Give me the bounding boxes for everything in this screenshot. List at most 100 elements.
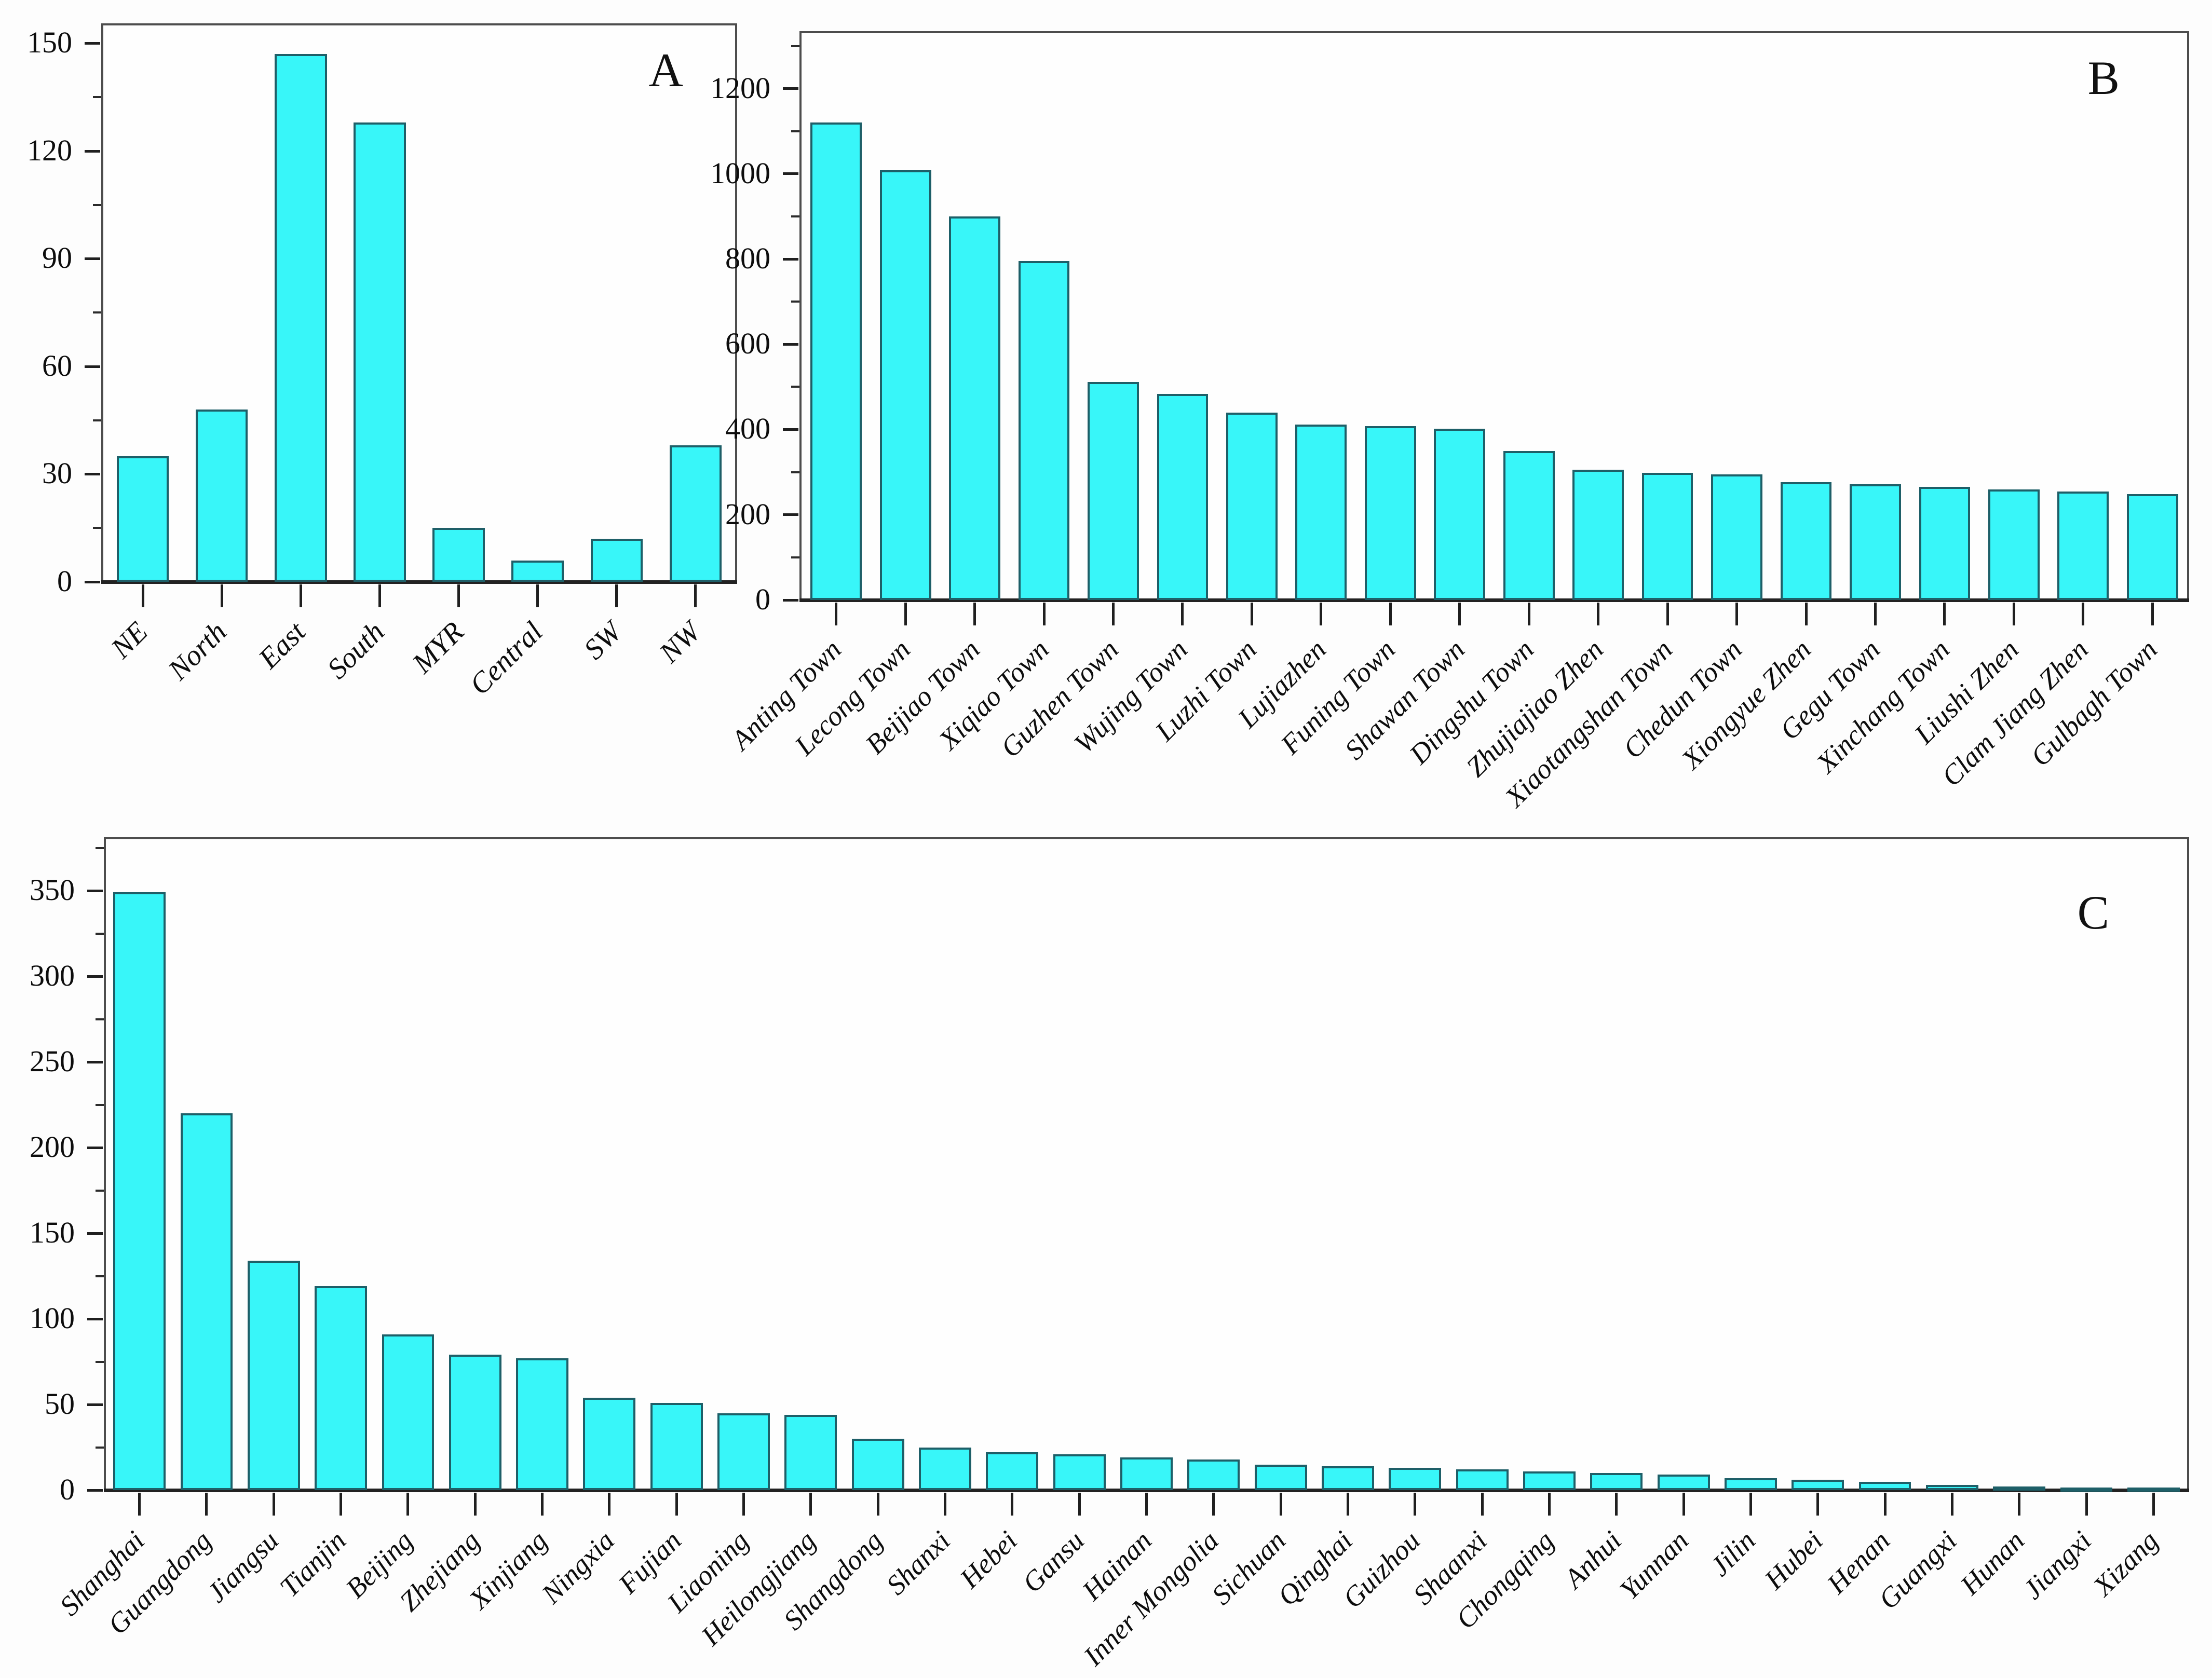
x-tick [944, 1493, 947, 1516]
bar [449, 1355, 501, 1490]
x-axis-line [799, 598, 2189, 602]
y-minor-tick [791, 45, 799, 47]
x-tick [1346, 1493, 1349, 1516]
x-tick [1389, 603, 1392, 625]
x-tick [1615, 1493, 1618, 1516]
bar [1572, 469, 1624, 600]
y-axis-tick-label: 0 [60, 1472, 75, 1506]
y-major-tick [87, 1146, 103, 1149]
bar [590, 539, 643, 582]
x-tick [536, 584, 539, 607]
y-minor-tick [96, 847, 104, 849]
x-tick [1735, 603, 1739, 625]
bar [1434, 428, 1486, 600]
x-tick [1212, 1493, 1215, 1516]
y-minor-tick [791, 386, 799, 388]
x-tick [1883, 1493, 1887, 1516]
y-axis-tick-label: 200 [30, 1129, 75, 1164]
y-minor-tick [96, 1360, 104, 1363]
x-tick [876, 1493, 879, 1516]
bar [354, 122, 406, 582]
y-axis-tick-label: 350 [30, 872, 75, 907]
bar [650, 1402, 703, 1490]
bar [1120, 1457, 1173, 1490]
y-major-tick [783, 513, 798, 516]
x-tick [473, 1493, 477, 1516]
bar [879, 170, 931, 600]
x-tick [205, 1493, 208, 1516]
bar [1503, 451, 1555, 600]
y-minor-tick [93, 419, 101, 421]
bar [1590, 1473, 1643, 1490]
bar [113, 892, 166, 1490]
x-tick [1250, 603, 1253, 625]
bar [1088, 381, 1139, 600]
bar [1792, 1480, 1844, 1490]
y-major-tick [783, 428, 798, 431]
y-major-tick [87, 1232, 103, 1235]
y-minor-tick [96, 932, 104, 935]
bar [315, 1286, 368, 1490]
x-tick [1597, 603, 1600, 625]
y-axis-tick-label: 0 [755, 582, 770, 616]
y-axis-tick-label: 60 [42, 348, 72, 383]
bar [1187, 1459, 1240, 1490]
bar [1322, 1466, 1374, 1490]
bar [1711, 474, 1762, 600]
y-axis-tick-label: 150 [27, 25, 72, 60]
y-minor-tick [93, 203, 101, 206]
x-tick [1481, 1493, 1484, 1516]
bar [1523, 1471, 1576, 1490]
bar [1018, 261, 1070, 600]
y-axis-tick-label: 250 [30, 1044, 75, 1078]
x-tick [1181, 603, 1184, 625]
y-axis-tick-label: 400 [725, 412, 770, 446]
bar [1780, 482, 1832, 600]
bar [1858, 1481, 1911, 1490]
x-tick [299, 584, 302, 607]
x-tick [1749, 1493, 1752, 1516]
y-axis-tick-label: 800 [725, 241, 770, 275]
y-axis-tick-label: 100 [30, 1301, 75, 1335]
x-tick [1548, 1493, 1551, 1516]
x-tick [1950, 1493, 1953, 1516]
bar [511, 560, 564, 582]
x-tick [220, 584, 223, 607]
bar [669, 445, 722, 582]
y-major-tick [87, 889, 103, 892]
bar [717, 1413, 770, 1490]
x-tick [340, 1493, 343, 1516]
y-minor-tick [96, 1189, 104, 1192]
x-tick [272, 1493, 275, 1516]
y-axis-tick-label: 0 [57, 564, 72, 598]
x-tick [1874, 603, 1877, 625]
bar [1657, 1475, 1710, 1490]
x-tick [1527, 603, 1530, 625]
x-axis-line [101, 580, 737, 584]
x-tick [2085, 1493, 2088, 1516]
y-minor-tick [791, 130, 799, 132]
x-tick [138, 1493, 141, 1516]
y-major-tick [87, 1317, 103, 1320]
x-tick [1458, 603, 1461, 625]
x-tick [675, 1493, 678, 1516]
y-axis-tick-label: 600 [725, 326, 770, 361]
y-major-tick [783, 598, 798, 602]
x-tick [2012, 603, 2015, 625]
x-tick [1042, 603, 1046, 625]
bar [195, 410, 248, 582]
bar [1919, 486, 1971, 600]
panel-letter: C [2077, 886, 2109, 939]
y-minor-tick [96, 1275, 104, 1277]
x-tick [541, 1493, 544, 1516]
x-tick [457, 584, 460, 607]
y-axis-tick-label: 50 [45, 1386, 75, 1421]
y-major-tick [85, 473, 100, 476]
y-major-tick [85, 580, 100, 583]
bar [1226, 412, 1278, 600]
bar [516, 1358, 569, 1490]
y-major-tick [783, 343, 798, 346]
x-tick [835, 603, 838, 625]
y-major-tick [87, 1489, 103, 1492]
